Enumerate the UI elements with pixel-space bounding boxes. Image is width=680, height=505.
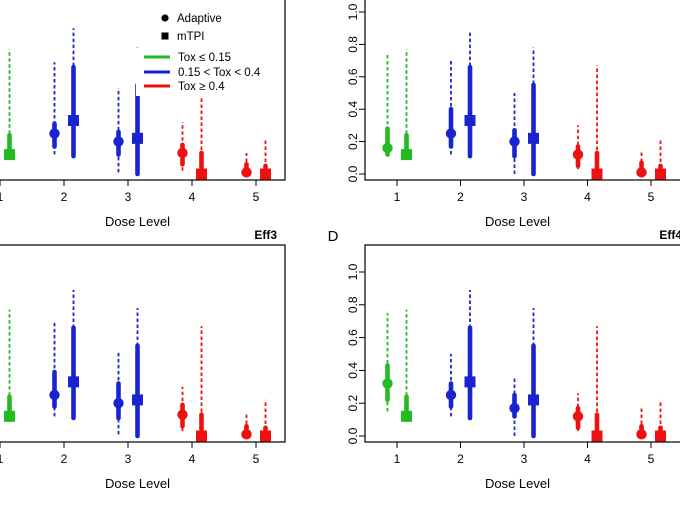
adaptive-median-point	[113, 136, 124, 147]
panel-title: Eff3	[254, 228, 277, 242]
panel-4: 1 2 3 4 5 Dose Level 0.0 0.2 0.4 0.6 0.8 1.0 Eff4 D	[328, 228, 680, 491]
x-tick-label: 1	[0, 452, 4, 466]
x-tick-label: 4	[189, 190, 196, 204]
mtpi-median-point	[4, 410, 15, 422]
mtpi-median-point	[591, 168, 603, 180]
panel-letter: D	[328, 228, 339, 245]
y-tick-label: 0.2	[346, 395, 360, 412]
adaptive-median-point	[382, 378, 393, 389]
mtpi-median-point	[196, 430, 207, 442]
x-tick-label: 2	[457, 452, 464, 466]
mtpi-median-point	[401, 410, 412, 422]
mtpi-median-point	[401, 149, 412, 161]
x-tick-label: 3	[125, 190, 132, 204]
y-tick-label: 0.8	[346, 36, 360, 53]
y-tick-label: 1.0	[346, 263, 360, 280]
x-tick-label: 3	[521, 452, 528, 466]
legend-mtpi-label: mTPI	[177, 31, 204, 43]
adaptive-median-point	[636, 429, 647, 440]
adaptive-median-point	[49, 389, 60, 401]
y-tick-label: 0.6	[346, 329, 360, 346]
mtpi-median-point	[260, 430, 271, 442]
y-tick-label: 0.8	[346, 296, 360, 313]
adaptive-median-point	[177, 409, 188, 420]
x-tick-label: 5	[253, 190, 260, 204]
mtpi-median-point	[655, 168, 666, 180]
x-tick-label: 5	[648, 190, 655, 204]
adaptive-median-point	[113, 398, 124, 409]
panel-title: Eff4	[659, 228, 680, 242]
x-tick-label: 4	[584, 190, 591, 204]
plot-frame	[364, 244, 680, 443]
x-axis-label: Dose Level	[105, 214, 170, 229]
y-tick-label: 0.2	[346, 133, 360, 150]
mtpi-median-point	[4, 149, 15, 161]
panel-3: 1 2 3 4 5 Dose Level Eff3	[0, 228, 286, 491]
adaptive-median-point	[382, 142, 393, 154]
adaptive-median-point	[636, 167, 647, 178]
x-tick-label: 5	[253, 452, 260, 466]
adaptive-median-point	[49, 128, 60, 139]
mtpi-median-point	[68, 376, 79, 388]
legend-tox-mid-label: 0.15 < Tox < 0.4	[178, 67, 261, 79]
mtpi-median-point	[655, 430, 666, 442]
x-tick-label: 2	[61, 190, 68, 204]
x-tick-label: 4	[584, 452, 591, 466]
legend-tox-low-label: Tox ≤ 0.15	[178, 52, 231, 64]
panel-2: 1 2 3 4 5 Dose Level 0.0 0.2 0.4 0.6 0.8 1.0	[346, 0, 680, 229]
plot-frame	[364, 0, 680, 181]
legend-mtpi-marker	[161, 32, 169, 40]
legend-adaptive-marker	[161, 14, 169, 22]
y-tick-label: 0.0	[346, 427, 360, 444]
mtpi-median-point	[196, 168, 207, 180]
plot-frame	[0, 0, 286, 181]
mtpi-median-point	[464, 376, 476, 388]
adaptive-median-point	[509, 136, 520, 147]
adaptive-median-point	[177, 147, 188, 159]
x-tick-label: 3	[521, 190, 528, 204]
x-tick-label: 1	[394, 190, 401, 204]
mtpi-median-point	[260, 168, 271, 180]
legend-top-background	[145, 5, 240, 47]
x-tick-label: 2	[61, 452, 68, 466]
x-axis-label: Dose Level	[485, 476, 550, 491]
mtpi-median-point	[591, 430, 603, 442]
x-tick-label: 4	[189, 452, 196, 466]
y-tick-label: 1.0	[346, 3, 360, 20]
y-tick-label: 0.6	[346, 68, 360, 85]
x-tick-label: 3	[125, 452, 132, 466]
panel-1: 1 2 3 4 5 Dose Level	[0, 0, 286, 229]
y-tick-label: 0.0	[346, 165, 360, 182]
adaptive-median-point	[572, 149, 584, 160]
y-tick-label: 0.4	[346, 101, 360, 118]
y-tick-label: 0.4	[346, 362, 360, 379]
x-tick-label: 5	[648, 452, 655, 466]
adaptive-median-point	[241, 429, 252, 440]
x-tick-label: 2	[457, 190, 464, 204]
adaptive-median-point	[445, 389, 457, 401]
x-tick-label: 1	[394, 452, 401, 466]
mtpi-median-point	[464, 115, 476, 127]
adaptive-median-point	[241, 167, 252, 178]
mtpi-median-point	[132, 394, 143, 406]
mtpi-median-point	[528, 394, 539, 406]
x-axis-label: Dose Level	[105, 476, 170, 491]
legend: Adaptive mTPI Tox ≤ 0.15 0.15 < Tox < 0.…	[136, 5, 278, 96]
mtpi-median-point	[132, 132, 143, 144]
mtpi-median-point	[528, 132, 539, 144]
legend-tox-high-label: Tox ≥ 0.4	[178, 81, 225, 93]
adaptive-median-point	[572, 411, 584, 422]
adaptive-median-point	[509, 402, 520, 414]
x-tick-label: 1	[0, 190, 4, 204]
plot-frame	[0, 244, 286, 443]
adaptive-median-point	[445, 128, 457, 139]
mtpi-median-point	[68, 115, 79, 127]
legend-adaptive-label: Adaptive	[177, 13, 222, 25]
x-axis-label: Dose Level	[485, 214, 550, 229]
